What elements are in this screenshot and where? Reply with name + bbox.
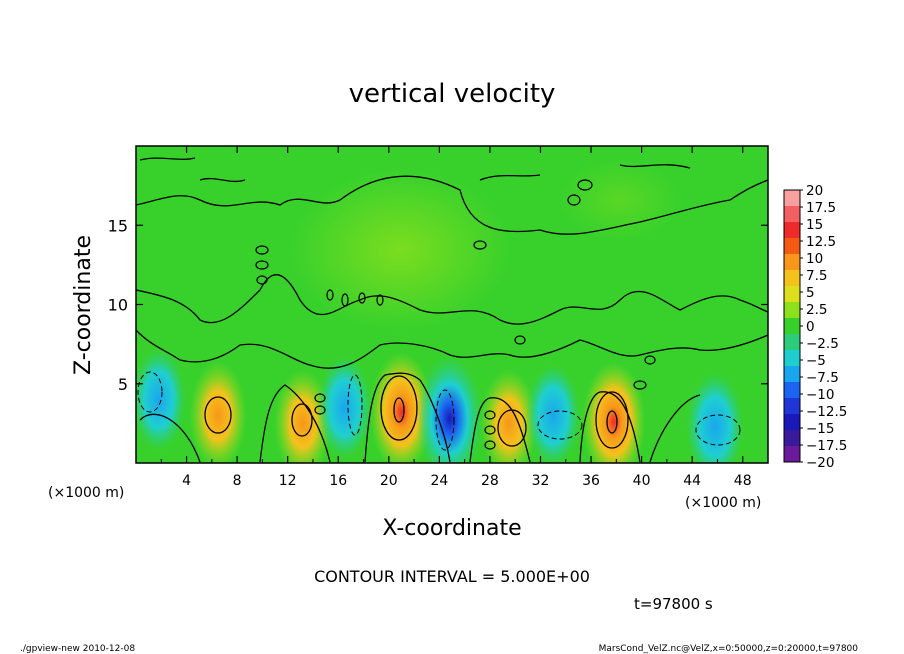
colorbar-swatch-11: [784, 366, 800, 383]
x-tick-label-1: 8: [233, 473, 242, 489]
footer-left: ./gpview-new 2010-12-08: [20, 644, 135, 654]
colorbar-label-8: 0: [806, 319, 815, 335]
colorbar-swatch-10: [784, 350, 800, 367]
downdraft-cell-6: [317, 356, 372, 459]
x-tick-label-10: 44: [683, 473, 701, 489]
x-axis-label: X-coordinate: [382, 516, 521, 541]
updraft-cell-2: [369, 352, 433, 463]
colorbar-swatch-15: [784, 430, 800, 447]
x-tick-label-0: 4: [182, 473, 191, 489]
colorbar-label-10: −5: [806, 353, 826, 369]
colorbar-swatch-12: [784, 382, 800, 399]
colorbar-label-9: −2.5: [806, 336, 839, 352]
colorbar-swatch-6: [784, 286, 800, 303]
downdraft-cell-7: [416, 355, 483, 463]
colorbar-swatch-1: [784, 206, 800, 223]
x-unit-label-right: (×1000 m): [685, 495, 761, 511]
time-label: t=97800 s: [634, 595, 713, 613]
y-axis: 5 10 15: [108, 216, 768, 394]
colorbar-swatch-9: [784, 334, 800, 351]
colorbar-label-1: 17.5: [806, 200, 836, 216]
colorbar-swatch-0: [784, 190, 800, 207]
downdraft-cell-5: [136, 348, 186, 451]
x-tick-label-4: 20: [380, 473, 398, 489]
plot-field: [136, 146, 768, 463]
colorbar-label-2: 15: [806, 217, 823, 233]
x-axis: 4 8 12 16 20 24 28 32 36 40 44 48: [160, 146, 752, 489]
x-tick-label-6: 28: [481, 473, 499, 489]
y-tick-label-2: 15: [108, 216, 128, 235]
downdraft-cell-8: [526, 364, 581, 463]
x-tick-label-9: 40: [633, 473, 651, 489]
contour-interval: CONTOUR INTERVAL = 5.000E+00: [314, 567, 590, 586]
downdraft-cell-9: [686, 372, 744, 463]
colorbar-label-6: 5: [806, 285, 815, 301]
y-tick-label-0: 5: [118, 375, 128, 394]
colorbar-swatch-4: [784, 254, 800, 271]
colorbar-label-4: 10: [806, 251, 823, 267]
colorbar-label-0: 20: [806, 183, 823, 199]
colorbar-swatch-2: [784, 222, 800, 239]
colorbar-label-3: 12.5: [806, 234, 836, 250]
colorbar-swatch-5: [784, 270, 800, 287]
colorbar-label-13: −12.5: [806, 404, 847, 420]
colorbar-swatch-3: [784, 238, 800, 255]
colorbar-swatch-14: [784, 414, 800, 431]
footer-right: MarsCond_VelZ.nc@VelZ,x=0:50000,z=0:2000…: [599, 644, 859, 654]
colorbar-swatch-8: [784, 318, 800, 335]
x-tick-label-5: 24: [430, 473, 448, 489]
colorbar-swatch-13: [784, 398, 800, 415]
y-tick-label-1: 10: [108, 296, 128, 315]
updraft-cell-1: [274, 369, 332, 463]
colorbar-label-5: 7.5: [806, 268, 827, 284]
colorbar-label-7: 2.5: [806, 302, 827, 318]
colorbar-swatch-16: [784, 446, 800, 463]
x-tick-label-7: 32: [532, 473, 550, 489]
colorbar-label-16: −20: [806, 455, 835, 471]
colorbar-label-15: −17.5: [806, 438, 847, 454]
y-axis-label: Z-coordinate: [71, 235, 96, 375]
chart-title: vertical velocity: [349, 79, 556, 109]
x-unit-label: (×1000 m): [48, 485, 124, 501]
colorbar-label-14: −15: [806, 421, 835, 437]
colorbar-label-11: −7.5: [806, 370, 839, 386]
x-tick-label-3: 16: [329, 473, 347, 489]
updraft-cell-4: [582, 361, 646, 463]
x-tick-label-11: 48: [734, 473, 752, 489]
x-tick-label-8: 36: [582, 473, 600, 489]
colorbar: 2017.51512.5107.552.50−2.5−5−7.5−10−12.5…: [783, 183, 847, 471]
updraft-cell-0: [189, 361, 247, 463]
colorbar-label-12: −10: [806, 387, 835, 403]
x-tick-label-2: 12: [279, 473, 297, 489]
colorbar-swatch-7: [784, 302, 800, 319]
